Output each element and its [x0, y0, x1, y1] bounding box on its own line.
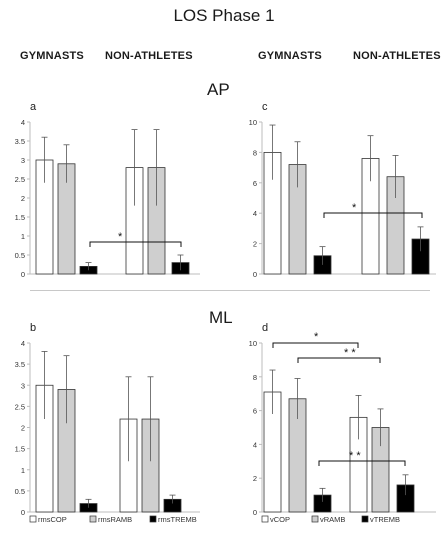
significance-bracket	[297, 357, 381, 363]
y-tick-label: 0	[253, 508, 257, 517]
y-tick-label: 2	[21, 194, 25, 203]
y-tick-label: 1.5	[15, 213, 25, 222]
group-label-gymnasts-right: GYMNASTS	[258, 50, 322, 62]
significance-bracket	[318, 460, 406, 466]
y-tick-label: 10	[249, 118, 257, 127]
legend-label: vRAMB	[320, 515, 345, 524]
y-tick-label: 10	[249, 339, 257, 348]
y-tick-label: 6	[253, 179, 257, 188]
legend-swatch	[361, 515, 369, 523]
panel-d: d 0 2 4 6 8 10 * * * * * vCOP vRAMB vTREMB	[249, 322, 436, 524]
y-tick-label: 4	[253, 209, 257, 218]
legend-swatch	[89, 515, 97, 523]
y-tick-label: 2.5	[15, 402, 25, 411]
y-tick-label: 2	[21, 424, 25, 433]
y-tick-label: 2	[253, 474, 257, 483]
significance-label: *	[352, 202, 357, 214]
legend-label: vCOP	[270, 515, 290, 524]
panel-letter: c	[262, 101, 268, 113]
legend-label: rmsCOP	[38, 515, 67, 524]
y-tick-label: 3.5	[15, 360, 25, 369]
legend-label: vTREMB	[370, 515, 400, 524]
row-label-ml: ML	[209, 308, 233, 327]
y-tick-label: 1.5	[15, 445, 25, 454]
legend-label: rmsTREMB	[158, 515, 197, 524]
y-tick-label: 6	[253, 407, 257, 416]
significance-bracket	[89, 241, 182, 247]
group-label-non-athletes-left: NON-ATHLETES	[105, 50, 193, 62]
legend-swatch	[29, 515, 37, 523]
y-tick-label: 2	[253, 240, 257, 249]
y-tick-label: 1	[21, 232, 25, 241]
y-tick-label: 0	[21, 508, 25, 517]
panel-c: c 0 2 4 6 8 10 *	[249, 101, 436, 279]
y-tick-label: 0	[253, 270, 257, 279]
y-tick-label: 0	[21, 270, 25, 279]
significance-label: *	[314, 331, 319, 343]
group-label-gymnasts-left: GYMNASTS	[20, 50, 84, 62]
row-label-ap: AP	[207, 80, 230, 99]
significance-label: * *	[349, 450, 361, 462]
legend-swatch	[149, 515, 157, 523]
significance-bracket	[323, 212, 423, 218]
y-tick-label: 4	[253, 440, 257, 449]
figure-title: LOS Phase 1	[173, 6, 275, 25]
row-divider	[30, 290, 430, 291]
panel-b: b 0 0.5 1 1.5 2 2.5 3 3.5 4 rmsCOP rmsRAMB rmsTREMB	[15, 322, 200, 524]
y-tick-label: 3	[21, 381, 25, 390]
legend-swatch	[261, 515, 269, 523]
y-tick-label: 8	[253, 373, 257, 382]
group-label-non-athletes-right: NON-ATHLETES	[353, 50, 441, 62]
y-tick-label: 3.5	[15, 137, 25, 146]
panel-letter: b	[30, 322, 36, 334]
legend-swatch	[311, 515, 319, 523]
significance-bracket	[272, 342, 359, 348]
y-tick-label: 1	[21, 466, 25, 475]
y-tick-label: 4	[21, 118, 25, 127]
panel-letter: d	[262, 322, 268, 334]
panel-letter: a	[30, 101, 37, 113]
y-tick-label: 3	[21, 156, 25, 165]
y-tick-label: 8	[253, 148, 257, 157]
significance-label: *	[118, 231, 123, 243]
y-tick-label: 4	[21, 339, 25, 348]
y-tick-label: 2.5	[15, 175, 25, 184]
significance-label: * *	[344, 347, 356, 359]
panel-a: a 0 0.5 1 1.5 2 2.5 3 3.5 4 *	[15, 101, 200, 279]
legend-label: rmsRAMB	[98, 515, 132, 524]
y-tick-label: 0.5	[15, 251, 25, 260]
y-tick-label: 0.5	[15, 487, 25, 496]
